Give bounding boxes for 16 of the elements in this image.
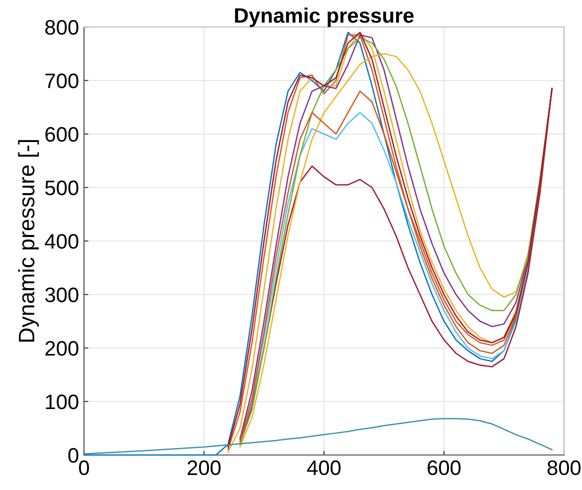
y-tick-label: 500 — [45, 180, 78, 196]
y-tick-label: 700 — [45, 74, 78, 88]
y-tick-label: 100 — [46, 394, 78, 410]
y-tick-label: 0 — [68, 448, 78, 463]
x-tick-label: 200 — [188, 460, 221, 476]
y-tick-label: 800 — [45, 20, 78, 35]
x-tick-label: 0 — [79, 460, 89, 476]
y-tick-label: 200 — [45, 341, 78, 356]
y-tick-label: 300 — [45, 288, 78, 302]
y-axis-title: Dynamic pressure [-] — [18, 140, 39, 342]
x-tick-label: 600 — [428, 460, 461, 476]
x-tick-label: 400 — [307, 460, 341, 476]
chart-title: Dynamic pressure — [235, 8, 414, 27]
y-tick-label: 600 — [45, 127, 78, 142]
y-tick-label: 400 — [44, 234, 78, 249]
x-tick-label: 800 — [548, 460, 581, 476]
